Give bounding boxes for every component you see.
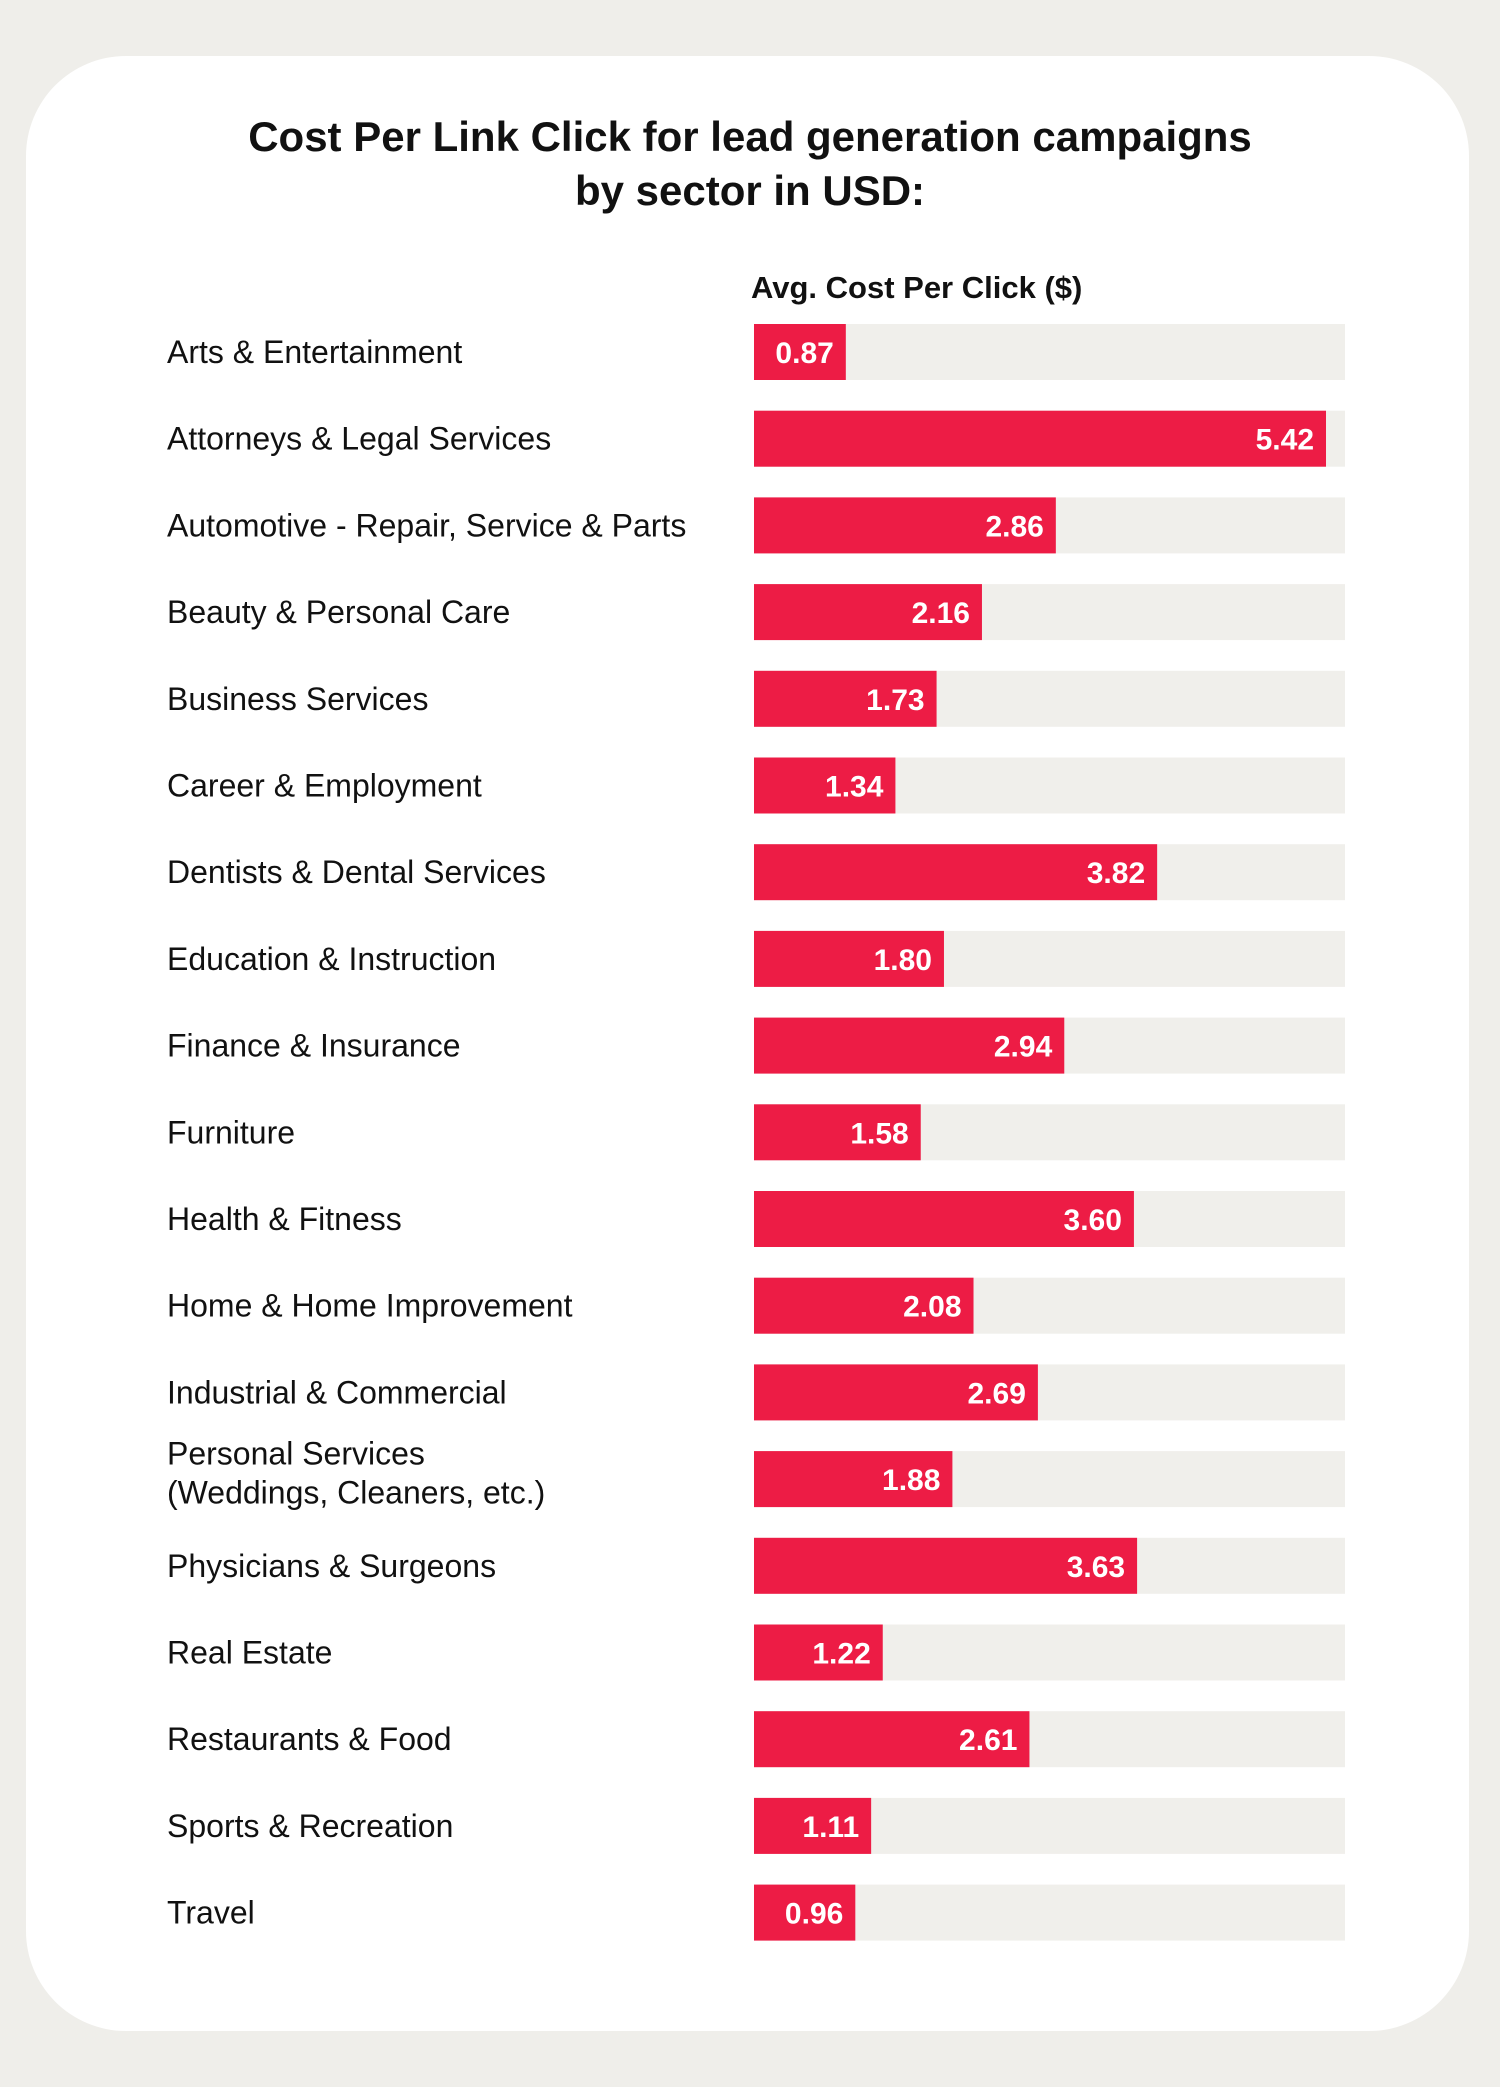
category-label: Arts & Entertainment bbox=[167, 334, 462, 370]
bar bbox=[754, 1017, 1065, 1074]
bar-row: 1.58 Furniture bbox=[167, 1104, 1345, 1161]
bar bbox=[754, 757, 896, 814]
bar-row: 2.69 Industrial & Commercial bbox=[167, 1364, 1345, 1421]
bar bbox=[754, 1364, 1038, 1421]
value-label: 1.80 bbox=[874, 944, 932, 977]
bar bbox=[754, 670, 937, 727]
value-label: 1.58 bbox=[850, 1117, 908, 1150]
value-label: 2.69 bbox=[968, 1377, 1026, 1410]
category-label: Health & Fitness bbox=[167, 1201, 402, 1237]
bar-track bbox=[754, 324, 1345, 380]
chart-title: Cost Per Link Click for lead generation … bbox=[248, 113, 1252, 214]
value-label: 3.63 bbox=[1067, 1551, 1125, 1584]
value-label: 5.42 bbox=[1256, 424, 1314, 457]
bar bbox=[754, 1191, 1134, 1247]
bar-row: 1.80 Education & Instruction bbox=[167, 930, 1345, 987]
category-label: Industrial & Commercial bbox=[167, 1374, 507, 1410]
category-label: Physicians & Surgeons bbox=[167, 1548, 496, 1584]
bar bbox=[754, 844, 1158, 901]
value-label: 1.34 bbox=[825, 771, 884, 804]
bar-row: 2.16 Beauty & Personal Care bbox=[167, 584, 1345, 641]
category-label: Restaurants & Food bbox=[167, 1721, 452, 1757]
bar-row: 0.87 Arts & Entertainment bbox=[167, 324, 1345, 380]
category-label: Attorneys & Legal Services bbox=[167, 421, 551, 457]
value-label: 3.60 bbox=[1064, 1204, 1122, 1237]
category-label: Automotive - Repair, Service & Parts bbox=[167, 507, 686, 543]
category-label: Education & Instruction bbox=[167, 941, 496, 977]
category-label: Home & Home Improvement bbox=[167, 1288, 573, 1324]
value-label: 3.82 bbox=[1087, 857, 1145, 890]
bar bbox=[754, 1884, 856, 1941]
bar-row: 2.86 Automotive - Repair, Service & Parts bbox=[167, 497, 1345, 554]
value-label: 0.96 bbox=[785, 1898, 843, 1931]
value-label: 2.16 bbox=[912, 597, 970, 630]
value-label: 1.11 bbox=[802, 1811, 859, 1844]
category-label: Furniture bbox=[167, 1114, 295, 1150]
category-label: Career & Employment bbox=[167, 768, 482, 804]
bar-row: 1.73 Business Services bbox=[167, 670, 1345, 727]
bar-row: 2.94 Finance & Insurance bbox=[167, 1017, 1345, 1074]
category-label: Personal Services (Weddings, Cleaners, et… bbox=[167, 1436, 545, 1511]
value-label: 2.94 bbox=[994, 1031, 1053, 1064]
bar-row: 3.60 Health & Fitness bbox=[167, 1191, 1345, 1247]
bar-row: 2.61 Restaurants & Food bbox=[167, 1711, 1345, 1768]
bar-row: 1.34 Career & Employment bbox=[167, 757, 1345, 814]
bar bbox=[754, 584, 982, 641]
bar bbox=[754, 1537, 1138, 1594]
bar bbox=[754, 1277, 974, 1334]
value-label: 1.22 bbox=[812, 1638, 870, 1671]
bar-row: 2.08 Home & Home Improvement bbox=[167, 1277, 1345, 1334]
category-label: Dentists & Dental Services bbox=[167, 854, 546, 890]
bar-row: 5.42 Attorneys & Legal Services bbox=[167, 410, 1345, 467]
bar bbox=[754, 1104, 921, 1161]
bar-row: 3.82 Dentists & Dental Services bbox=[167, 844, 1345, 901]
value-label: 1.73 bbox=[866, 684, 924, 717]
value-label: 2.86 bbox=[985, 510, 1043, 543]
bar bbox=[754, 324, 846, 380]
bar bbox=[754, 497, 1056, 554]
bar bbox=[754, 1624, 883, 1681]
bar bbox=[754, 930, 944, 987]
bar-row: 1.88 Personal Services (Weddings, Cleaners… bbox=[167, 1436, 1345, 1511]
bar bbox=[754, 1797, 872, 1854]
bar bbox=[754, 1451, 953, 1508]
category-label: Real Estate bbox=[167, 1635, 332, 1671]
x-axis-label: Avg. Cost Per Click ($) bbox=[751, 270, 1083, 305]
value-label: 2.08 bbox=[903, 1291, 961, 1324]
value-label: 1.88 bbox=[882, 1464, 940, 1497]
bar bbox=[754, 410, 1327, 467]
category-label: Finance & Insurance bbox=[167, 1028, 461, 1064]
bar-row: 3.63 Physicians & Surgeons bbox=[167, 1537, 1345, 1594]
category-label: Travel bbox=[167, 1895, 255, 1931]
value-label: 0.87 bbox=[775, 337, 833, 370]
category-label: Sports & Recreation bbox=[167, 1808, 453, 1844]
category-label: Beauty & Personal Care bbox=[167, 594, 510, 630]
category-label: Business Services bbox=[167, 681, 428, 717]
bar-row: 1.11 Sports & Recreation bbox=[167, 1797, 1345, 1854]
bar bbox=[754, 1711, 1030, 1768]
bar-row: 1.22 Real Estate bbox=[167, 1624, 1345, 1681]
bar-row: 0.96 Travel bbox=[167, 1884, 1345, 1941]
value-label: 2.61 bbox=[959, 1724, 1017, 1757]
